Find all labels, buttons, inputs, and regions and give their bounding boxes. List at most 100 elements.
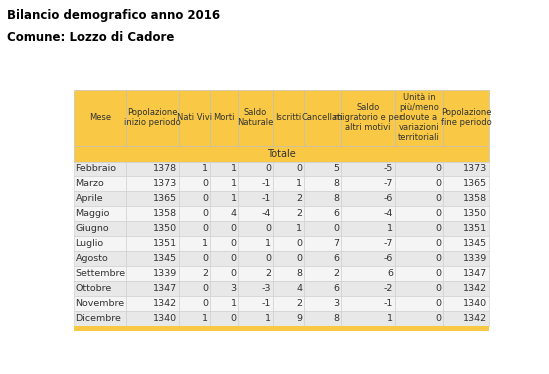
Bar xyxy=(395,221,443,236)
Bar xyxy=(443,162,489,177)
Bar xyxy=(395,177,443,191)
Bar xyxy=(178,221,210,236)
Bar xyxy=(74,177,126,191)
Bar xyxy=(238,236,273,251)
Bar xyxy=(126,89,178,146)
Bar xyxy=(273,251,304,266)
Bar xyxy=(126,296,178,311)
Text: Ottobre: Ottobre xyxy=(75,284,111,293)
Bar xyxy=(178,296,210,311)
Bar xyxy=(126,311,178,326)
Text: 0: 0 xyxy=(435,239,441,248)
Text: 1345: 1345 xyxy=(153,254,177,263)
Text: 7: 7 xyxy=(333,239,339,248)
Bar xyxy=(304,221,341,236)
Text: Marzo: Marzo xyxy=(75,180,104,188)
Bar xyxy=(273,177,304,191)
Bar xyxy=(238,191,273,206)
Bar xyxy=(126,251,178,266)
Text: 2: 2 xyxy=(296,299,302,308)
Bar xyxy=(126,236,178,251)
Text: 0: 0 xyxy=(296,239,302,248)
Text: 1342: 1342 xyxy=(153,299,177,308)
Bar xyxy=(238,177,273,191)
Bar xyxy=(74,311,126,326)
Bar xyxy=(126,206,178,221)
Bar xyxy=(443,236,489,251)
Bar xyxy=(238,221,273,236)
Text: Maggio: Maggio xyxy=(75,209,110,218)
Text: 1: 1 xyxy=(202,314,208,323)
Text: Saldo
Naturale: Saldo Naturale xyxy=(237,108,274,127)
Bar xyxy=(210,221,238,236)
Bar xyxy=(443,177,489,191)
Text: Dicembre: Dicembre xyxy=(75,314,121,323)
Text: Agosto: Agosto xyxy=(75,254,108,263)
Text: Mese: Mese xyxy=(89,113,111,122)
Text: 0: 0 xyxy=(435,284,441,293)
Text: -1: -1 xyxy=(262,180,271,188)
Text: 0: 0 xyxy=(435,224,441,233)
Bar xyxy=(341,296,395,311)
Text: 2: 2 xyxy=(296,209,302,218)
Bar xyxy=(126,221,178,236)
Bar xyxy=(341,251,395,266)
Bar xyxy=(443,191,489,206)
Text: 0: 0 xyxy=(435,194,441,203)
Bar xyxy=(443,89,489,146)
Bar xyxy=(304,89,341,146)
Text: 3: 3 xyxy=(231,284,237,293)
Text: 0: 0 xyxy=(202,180,208,188)
Bar xyxy=(126,177,178,191)
Bar xyxy=(341,206,395,221)
Text: 2: 2 xyxy=(202,269,208,278)
Text: 1: 1 xyxy=(387,224,393,233)
Text: -1: -1 xyxy=(262,299,271,308)
Text: 1378: 1378 xyxy=(153,165,177,174)
Text: 6: 6 xyxy=(333,254,339,263)
Text: 1345: 1345 xyxy=(463,239,488,248)
Bar xyxy=(74,296,126,311)
Text: 6: 6 xyxy=(333,284,339,293)
Text: 0: 0 xyxy=(231,224,237,233)
Bar xyxy=(273,236,304,251)
Text: 1365: 1365 xyxy=(463,180,488,188)
Bar xyxy=(74,89,126,146)
Bar xyxy=(210,296,238,311)
Text: 0: 0 xyxy=(231,314,237,323)
Text: 0: 0 xyxy=(265,254,271,263)
Bar xyxy=(210,236,238,251)
Bar xyxy=(304,177,341,191)
Bar xyxy=(74,251,126,266)
Bar xyxy=(74,281,126,296)
Bar xyxy=(395,251,443,266)
Text: 0: 0 xyxy=(435,299,441,308)
Bar xyxy=(273,281,304,296)
Bar xyxy=(395,281,443,296)
Bar xyxy=(178,281,210,296)
Bar xyxy=(178,162,210,177)
Text: 1: 1 xyxy=(296,180,302,188)
Bar xyxy=(304,206,341,221)
Bar xyxy=(178,89,210,146)
Text: Bilancio demografico anno 2016: Bilancio demografico anno 2016 xyxy=(7,9,220,22)
Bar xyxy=(273,206,304,221)
Bar xyxy=(74,191,126,206)
Text: 1347: 1347 xyxy=(153,284,177,293)
Bar xyxy=(304,281,341,296)
Text: Luglio: Luglio xyxy=(75,239,104,248)
Text: 0: 0 xyxy=(265,224,271,233)
Bar xyxy=(273,162,304,177)
Text: 1: 1 xyxy=(202,239,208,248)
Text: 1: 1 xyxy=(231,194,237,203)
Bar xyxy=(210,177,238,191)
Text: 4: 4 xyxy=(231,209,237,218)
Bar xyxy=(341,236,395,251)
Bar xyxy=(395,296,443,311)
Text: 0: 0 xyxy=(231,269,237,278)
Text: 4: 4 xyxy=(296,284,302,293)
Text: -1: -1 xyxy=(262,194,271,203)
Text: 0: 0 xyxy=(435,314,441,323)
Text: Giugno: Giugno xyxy=(75,224,109,233)
Text: -2: -2 xyxy=(384,284,393,293)
